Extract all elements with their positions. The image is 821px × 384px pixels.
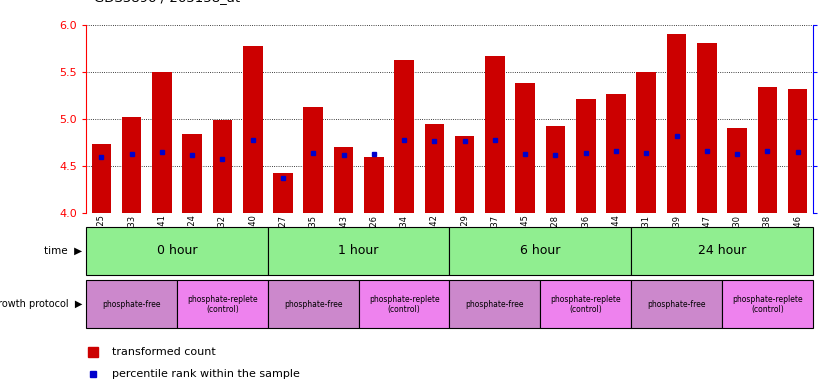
Bar (333, 147, 353, 213)
Text: growth protocol  ▶: growth protocol ▶ (0, 299, 82, 310)
Bar (636, 72, 656, 213)
Bar (631, 280, 722, 328)
Text: phosphate-free: phosphate-free (647, 300, 706, 309)
Bar (152, 72, 172, 213)
Bar (268, 280, 359, 328)
Text: 0 hour: 0 hour (157, 244, 197, 257)
Bar (177, 280, 268, 328)
Text: 1 hour: 1 hour (338, 244, 378, 257)
Bar (86, 227, 268, 275)
Text: GDS3896 / 263158_at: GDS3896 / 263158_at (94, 0, 241, 4)
Text: percentile rank within the sample: percentile rank within the sample (112, 369, 300, 379)
Bar (697, 43, 717, 213)
Text: phosphate-replete
(control): phosphate-replete (control) (369, 295, 439, 314)
Bar (606, 94, 626, 213)
Bar (788, 89, 808, 213)
Text: phosphate-free: phosphate-free (284, 300, 342, 309)
Bar (304, 107, 323, 213)
Bar (576, 99, 595, 213)
Text: phosphate-free: phosphate-free (103, 300, 161, 309)
Bar (546, 126, 566, 213)
Bar (758, 87, 777, 213)
Bar (394, 60, 414, 213)
Bar (516, 83, 535, 213)
Text: transformed count: transformed count (112, 346, 215, 357)
Text: phosphate-replete
(control): phosphate-replete (control) (187, 295, 258, 314)
Bar (91, 144, 111, 213)
Bar (182, 134, 202, 213)
Bar (722, 280, 813, 328)
Text: phosphate-replete
(control): phosphate-replete (control) (550, 295, 621, 314)
Bar (540, 280, 631, 328)
Bar (86, 280, 177, 328)
Bar (450, 227, 631, 275)
Bar (213, 120, 232, 213)
Text: 6 hour: 6 hour (521, 244, 561, 257)
Bar (667, 34, 686, 213)
Text: phosphate-free: phosphate-free (466, 300, 524, 309)
Bar (485, 56, 505, 213)
Bar (359, 280, 450, 328)
Bar (122, 117, 141, 213)
Bar (727, 127, 747, 213)
Bar (631, 227, 813, 275)
Text: phosphate-replete
(control): phosphate-replete (control) (732, 295, 803, 314)
Bar (424, 124, 444, 213)
Bar (450, 280, 540, 328)
Bar (364, 157, 383, 213)
Text: 24 hour: 24 hour (698, 244, 746, 257)
Bar (243, 46, 263, 213)
Text: time  ▶: time ▶ (44, 245, 82, 256)
Bar (455, 136, 475, 213)
Bar (273, 173, 293, 213)
Bar (268, 227, 450, 275)
